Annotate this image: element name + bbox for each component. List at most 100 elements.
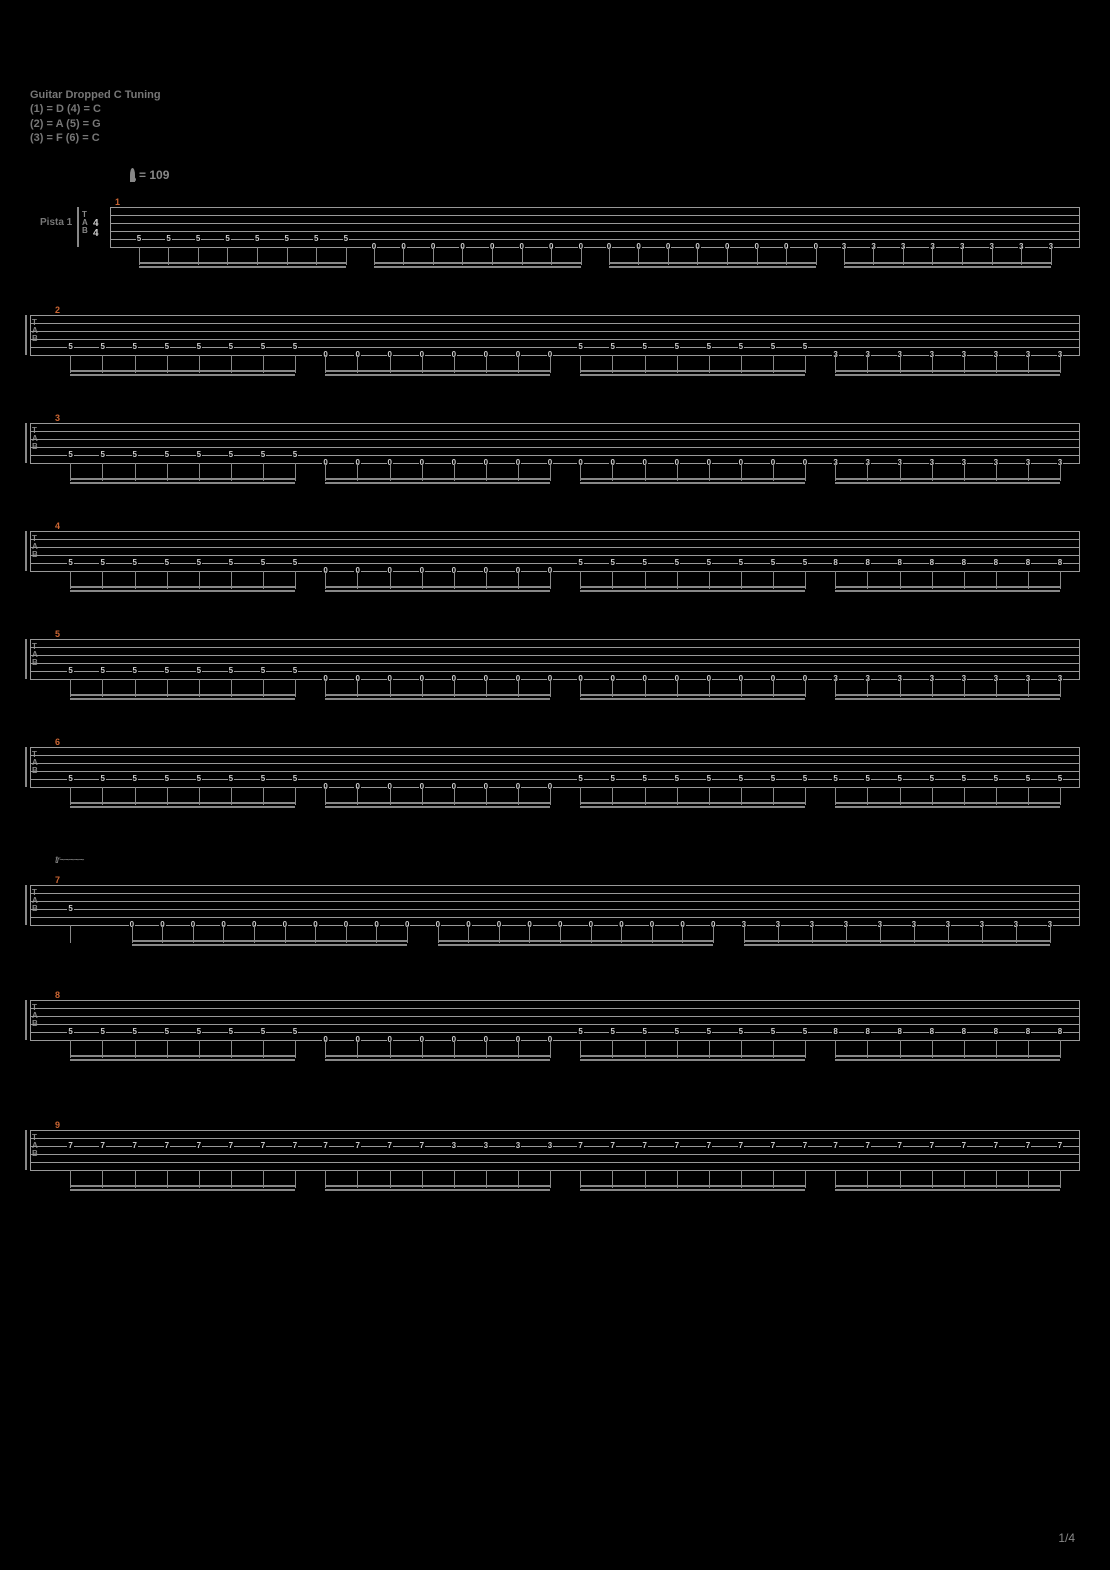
fret-number: 5: [292, 775, 298, 783]
beam: [70, 590, 294, 592]
note-stem: [550, 1170, 551, 1188]
note-stem: [805, 1040, 806, 1058]
note-stem: [1051, 247, 1052, 265]
tuning-line-3: (3) = F (6) = C: [30, 131, 161, 145]
fret-number: 5: [196, 559, 202, 567]
note-stem: [1060, 1170, 1061, 1188]
beam: [139, 266, 346, 268]
fret-number: 7: [322, 1142, 328, 1150]
tab-staff: [30, 531, 1080, 571]
fret-number: 5: [67, 343, 73, 351]
note-stem: [1060, 571, 1061, 589]
fret-number: 5: [674, 1028, 680, 1036]
fret-number: 5: [961, 775, 967, 783]
fret-number: 5: [224, 235, 230, 243]
fret-number: 5: [196, 1028, 202, 1036]
fret-number: 5: [132, 667, 138, 675]
fret-number: 5: [738, 1028, 744, 1036]
fret-number: 5: [132, 1028, 138, 1036]
fret-number: 5: [164, 1028, 170, 1036]
fret-number: 8: [897, 1028, 903, 1036]
fret-number: 7: [961, 1142, 967, 1150]
beam: [325, 698, 549, 700]
fret-number: 5: [99, 451, 105, 459]
fret-number: 7: [864, 1142, 870, 1150]
measure-number: 9: [55, 1120, 60, 1130]
beam: [835, 374, 1059, 376]
beam: [438, 940, 713, 942]
beam: [580, 1185, 804, 1187]
fret-number: 5: [313, 235, 319, 243]
fret-number: 5: [802, 775, 808, 783]
fret-number: 8: [1025, 559, 1031, 567]
fret-number: 7: [1057, 1142, 1063, 1150]
beam: [70, 698, 294, 700]
fret-number: 5: [260, 343, 266, 351]
fret-number: 5: [929, 775, 935, 783]
time-signature: 44: [93, 219, 99, 239]
fret-number: 5: [577, 775, 583, 783]
fret-number: 7: [802, 1142, 808, 1150]
fret-number: 5: [770, 343, 776, 351]
fret-number: 5: [802, 1028, 808, 1036]
beam: [844, 262, 1051, 264]
fret-number: 5: [228, 451, 234, 459]
system-bracket: [25, 1130, 27, 1170]
fret-number: 3: [451, 1142, 457, 1150]
tab-staff: [30, 885, 1080, 925]
beam: [70, 1059, 294, 1061]
beam: [580, 802, 804, 804]
note-stem: [295, 787, 296, 805]
fret-number: 5: [164, 667, 170, 675]
beam: [70, 482, 294, 484]
fret-number: 8: [1057, 559, 1063, 567]
note-stem: [70, 925, 71, 943]
beam: [70, 586, 294, 588]
measure-number: 5: [55, 629, 60, 639]
beam: [580, 374, 804, 376]
fret-number: 7: [164, 1142, 170, 1150]
fret-number: 5: [67, 667, 73, 675]
beam: [580, 806, 804, 808]
note-stem: [550, 463, 551, 481]
fret-number: 5: [132, 343, 138, 351]
fret-number: 5: [609, 343, 615, 351]
fret-number: 5: [228, 667, 234, 675]
fret-number: 5: [674, 775, 680, 783]
beam: [374, 266, 581, 268]
beam: [325, 694, 549, 696]
fret-number: 5: [228, 343, 234, 351]
fret-number: 5: [292, 343, 298, 351]
note-stem: [295, 1040, 296, 1058]
fret-number: 8: [993, 1028, 999, 1036]
system-bracket: [25, 747, 27, 787]
beam: [132, 944, 407, 946]
beam: [325, 590, 549, 592]
beam: [609, 262, 816, 264]
fret-number: 5: [706, 775, 712, 783]
fret-number: 5: [770, 775, 776, 783]
beam: [744, 940, 1050, 942]
beam: [835, 590, 1059, 592]
beam: [70, 478, 294, 480]
fret-number: 7: [132, 1142, 138, 1150]
beam: [70, 1055, 294, 1057]
beam: [139, 262, 346, 264]
note-stem: [550, 571, 551, 589]
fret-number: 5: [706, 1028, 712, 1036]
note-stem: [295, 355, 296, 373]
tuning-header: Guitar Dropped C Tuning (1) = D (4) = C …: [30, 88, 161, 145]
beam: [325, 802, 549, 804]
measure-number: 7: [55, 875, 60, 885]
beam: [580, 478, 804, 480]
note-stem: [407, 925, 408, 943]
page-number: 1/4: [1058, 1531, 1075, 1545]
fret-number: 7: [609, 1142, 615, 1150]
fret-number: 5: [284, 235, 290, 243]
note-stem: [581, 247, 582, 265]
note-stem: [295, 571, 296, 589]
beam: [835, 1055, 1059, 1057]
fret-number: 5: [196, 667, 202, 675]
fret-number: 5: [99, 775, 105, 783]
fret-number: 7: [738, 1142, 744, 1150]
